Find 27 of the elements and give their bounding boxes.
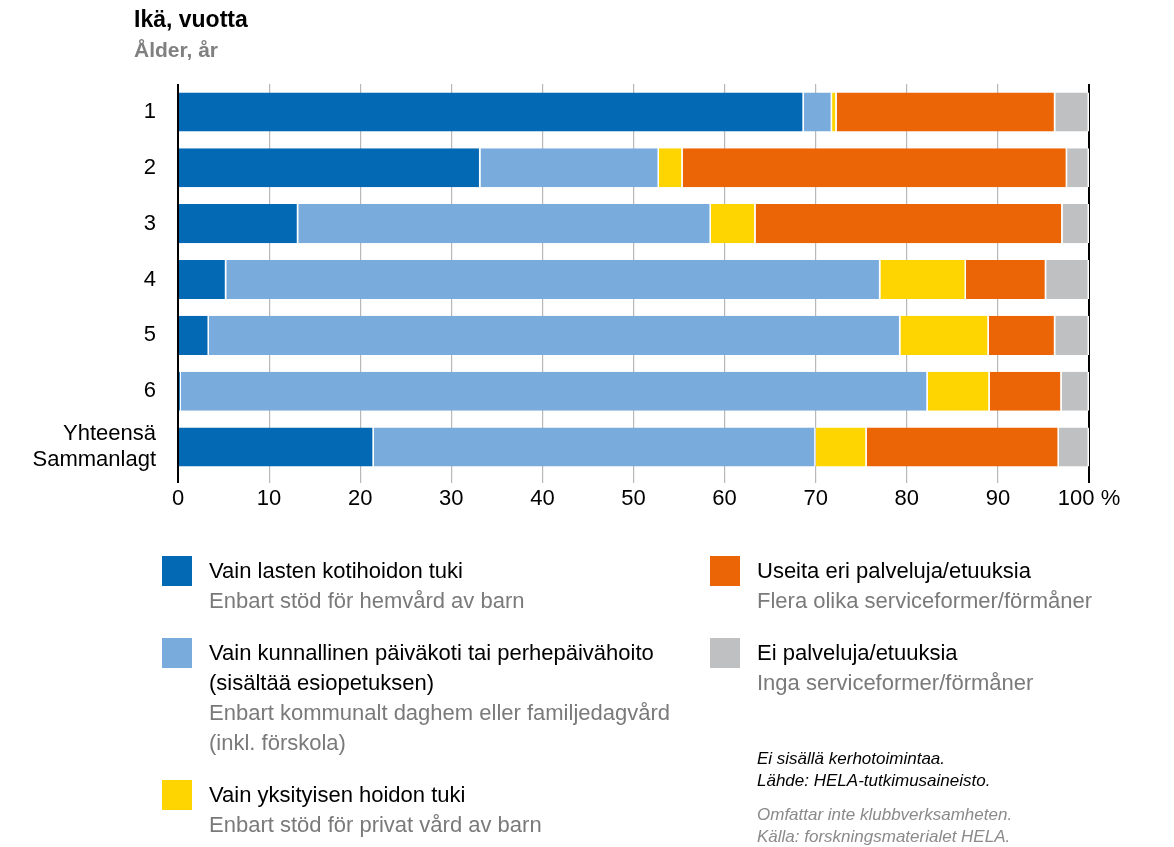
y-tick-label: 1: [143, 97, 156, 123]
y-tick-label: 6: [143, 377, 156, 403]
x-tick-label: 40: [530, 485, 555, 511]
x-tick-label: 100 %: [1057, 485, 1121, 511]
chart-title: Ikä, vuotta: [134, 6, 248, 33]
legend-label: Vain yksityisen hoidon tuki Enbart stöd för privat vård av barn: [209, 781, 542, 839]
y-tick-label: 3: [143, 209, 156, 235]
x-tick-label: 20: [347, 485, 373, 511]
chart-subtitle: Ålder, år: [134, 38, 219, 62]
x-tick-label: 10: [256, 485, 282, 511]
x-tick-label: 80: [894, 485, 920, 511]
x-tick-label: 30: [439, 485, 464, 511]
y-tick-label: 2: [143, 153, 156, 179]
text: Omfattar inte klubbverksamheten. Källa: forskningsmaterialet HELA.: [757, 804, 1014, 847]
y-tick-label: Yhteensä Sammanlagt: [32, 419, 157, 472]
x-tick-label: 70: [803, 485, 828, 511]
y-tick-label: 5: [143, 321, 156, 347]
legend-label: Vain kunnallinen päiväkoti tai perhepäivähoito (sisältää esiopetuksen) Enbart kommunalt daghem eller familjedagvård (inkl. förskola): [209, 639, 671, 757]
legend-label: Vain lasten kotihoidon tuki Enbart stöd för hemvård av barn: [209, 557, 525, 615]
x-tick-label: 50: [621, 485, 646, 511]
x-tick-label: 60: [712, 485, 737, 511]
legend-label: Useita eri palveluja/etuuksia Flera olika serviceformer/förmåner: [757, 557, 1092, 615]
x-tick-label: 0: [171, 485, 185, 511]
x-tick-label: 90: [985, 485, 1011, 511]
text: Ei sisällä kerhotoimintaa. Lähde: HELA-tutkimusaineisto.: [757, 748, 992, 792]
legend-label: Ei palveluja/etuuksia Inga serviceformer/förmåner: [757, 639, 1034, 697]
y-tick-label: 4: [143, 265, 156, 291]
